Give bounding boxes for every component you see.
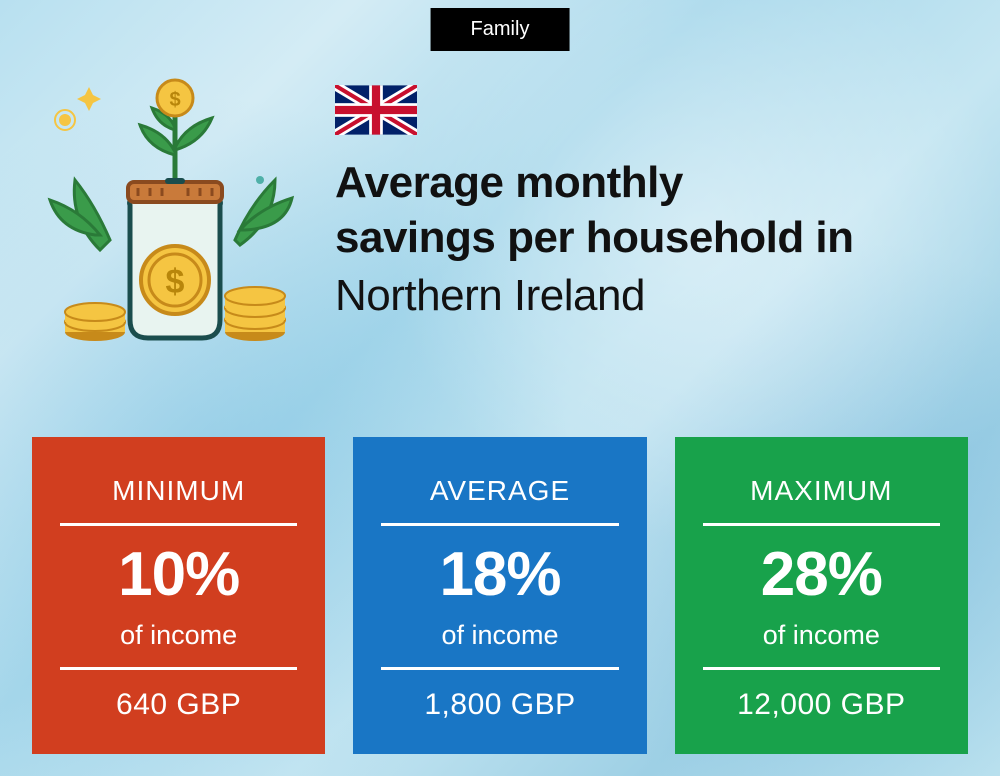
card-ofincome: of income xyxy=(120,620,237,651)
divider xyxy=(381,667,618,670)
card-ofincome: of income xyxy=(441,620,558,651)
divider xyxy=(381,523,618,526)
title-line1: Average monthly xyxy=(335,158,683,207)
page-title: Average monthly savings per household in… xyxy=(335,155,965,321)
jar-icon: $ xyxy=(128,178,222,338)
title-region: Northern Ireland xyxy=(335,271,965,321)
card-percent: 10% xyxy=(118,544,239,606)
card-amount: 1,800 GBP xyxy=(424,688,575,722)
sparkle-icon xyxy=(59,114,71,126)
coin-stack-icon xyxy=(65,303,125,341)
uk-flag-icon xyxy=(335,85,417,135)
divider xyxy=(703,523,940,526)
card-label: MAXIMUM xyxy=(750,475,892,507)
card-average: AVERAGE 18% of income 1,800 GBP xyxy=(353,437,646,754)
card-percent: 18% xyxy=(439,544,560,606)
divider xyxy=(60,523,297,526)
card-label: MINIMUM xyxy=(112,475,245,507)
category-badge: Family xyxy=(431,8,570,51)
card-amount: 12,000 GBP xyxy=(737,688,905,722)
card-label: AVERAGE xyxy=(430,475,570,507)
card-percent: 28% xyxy=(761,544,882,606)
savings-illustration: $ $ xyxy=(40,70,300,350)
svg-text:$: $ xyxy=(166,263,185,301)
card-ofincome: of income xyxy=(763,620,880,651)
divider xyxy=(703,667,940,670)
card-minimum: MINIMUM 10% of income 640 GBP xyxy=(32,437,325,754)
card-maximum: MAXIMUM 28% of income 12,000 GBP xyxy=(675,437,968,754)
svg-text:$: $ xyxy=(169,89,180,111)
card-amount: 640 GBP xyxy=(116,688,241,722)
stat-cards: MINIMUM 10% of income 640 GBP AVERAGE 18… xyxy=(32,437,968,754)
divider xyxy=(60,667,297,670)
title-line2: savings per household in xyxy=(335,213,854,262)
